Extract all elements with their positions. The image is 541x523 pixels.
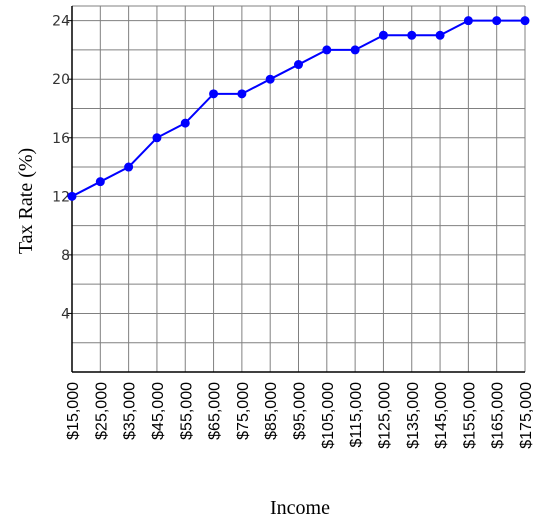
y-tick-label: 4: [61, 306, 70, 322]
x-tick-label: $45,000: [150, 382, 167, 440]
x-tick-label: $65,000: [207, 382, 224, 440]
x-tick-label: $125,000: [376, 382, 393, 449]
x-tick-label: $115,000: [348, 382, 365, 448]
data-point: [124, 162, 134, 172]
x-tick-label: $135,000: [405, 382, 422, 449]
y-axis-label: Tax Rate (%): [15, 148, 37, 254]
data-point: [407, 30, 417, 40]
data-point: [294, 60, 303, 70]
x-tick-label: $75,000: [235, 382, 252, 440]
x-tick-label: $105,000: [320, 382, 337, 449]
data-point: [435, 30, 445, 40]
x-tick-label: $85,000: [263, 382, 280, 440]
x-tick-label: $175,000: [518, 382, 535, 449]
data-point: [180, 118, 190, 128]
data-point: [67, 191, 77, 201]
x-tick-label: $25,000: [93, 382, 110, 440]
y-tick-label: 12: [52, 189, 70, 205]
data-point: [492, 16, 502, 26]
data-point: [350, 45, 360, 55]
y-tick-labels: 4 8 12 16 20 24: [52, 14, 72, 322]
data-point: [378, 30, 388, 40]
x-tick-label: $165,000: [490, 382, 507, 449]
y-tick-label: 24: [52, 14, 70, 30]
x-tick-labels: $15,000 $25,000 $35,000 $45,000 $55,000 $65,0…: [65, 382, 535, 449]
y-tick-label: 8: [61, 248, 70, 264]
x-tick-label: $155,000: [461, 382, 478, 449]
data-point: [322, 45, 332, 55]
data-point: [152, 133, 162, 143]
x-axis-label: Income: [270, 497, 330, 519]
data-point: [209, 89, 219, 99]
y-tick-label: 16: [52, 131, 70, 147]
data-point: [463, 16, 473, 26]
x-tick-label: $95,000: [292, 382, 309, 440]
x-tick-label: $145,000: [433, 382, 450, 449]
data-point: [265, 74, 275, 84]
series-tax-rate: [67, 16, 530, 201]
data-point: [95, 177, 105, 187]
axes: [71, 6, 525, 373]
x-tick-label: $15,000: [65, 382, 82, 440]
data-point: [520, 16, 530, 26]
x-tick-label: $35,000: [122, 382, 139, 440]
y-tick-label: 20: [52, 72, 70, 88]
x-tick-label: $55,000: [178, 382, 195, 440]
data-point: [237, 89, 247, 99]
